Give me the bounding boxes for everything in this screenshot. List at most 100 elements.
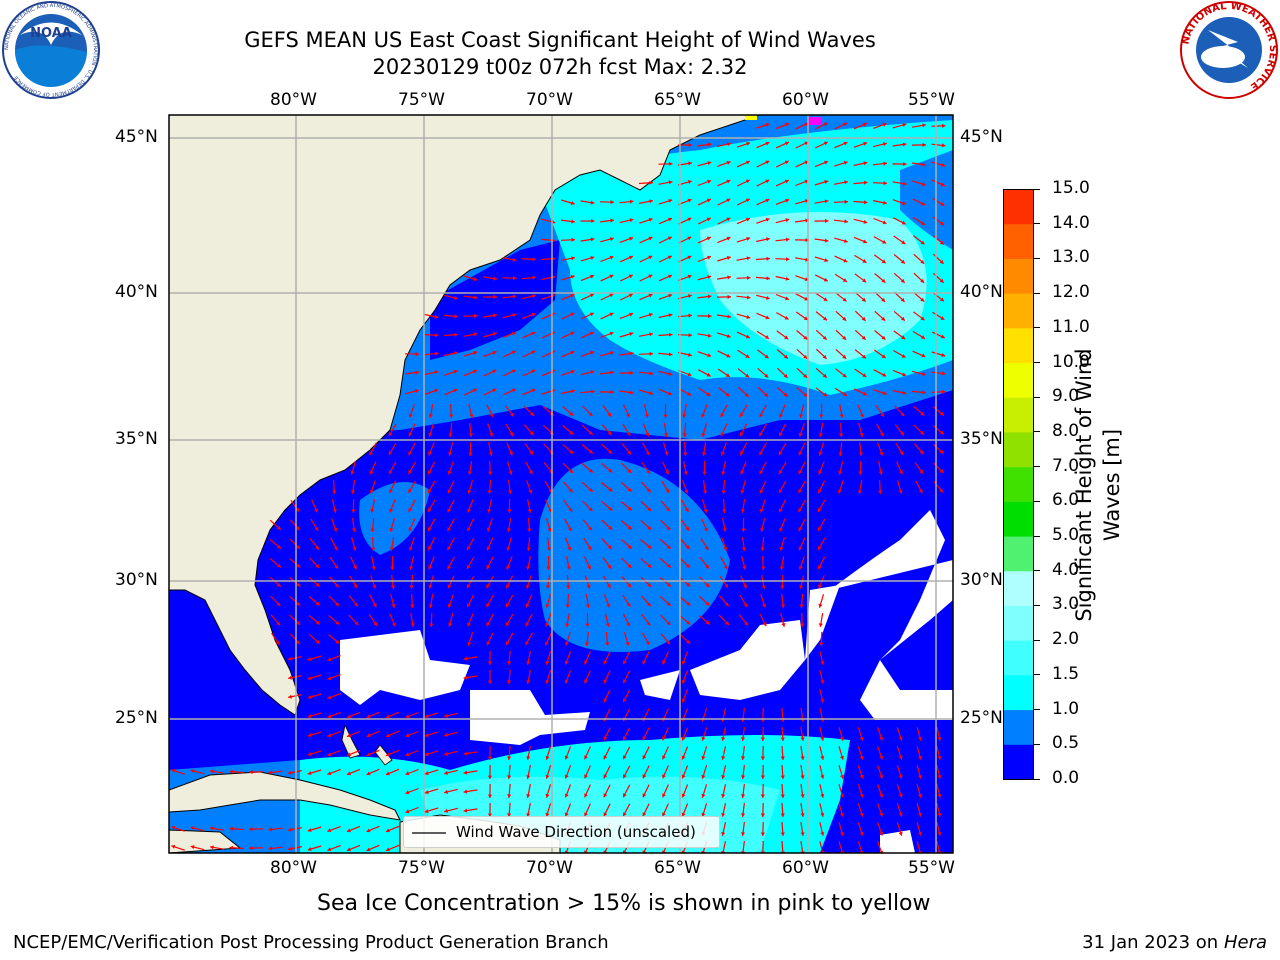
wind-arrow-head: [879, 831, 884, 836]
wind-arrow-head: [334, 583, 339, 588]
wind-arrow-head: [315, 639, 320, 644]
wind-arrow-head: [590, 389, 595, 394]
wind-arrow-head: [780, 832, 785, 836]
wind-arrow-head: [687, 391, 692, 396]
wind-arrow-head: [350, 470, 355, 475]
wind-arrow-head: [370, 528, 375, 532]
wind-arrow-head: [546, 566, 551, 570]
wind-arrow-head: [723, 565, 728, 570]
wind-arrow-head: [623, 774, 627, 779]
wind-arrow-head: [588, 468, 593, 473]
wind-arrow-head: [721, 737, 726, 741]
wind-arrow-head: [921, 371, 926, 376]
colorbar-segment: [1003, 362, 1034, 398]
wind-arrow-head: [434, 388, 439, 393]
wind-arrow-head: [570, 350, 575, 355]
wind-arrow-head: [587, 545, 592, 550]
wind-arrow-head: [608, 506, 613, 511]
wind-arrow-head: [820, 680, 825, 684]
wind-arrow-head: [706, 217, 711, 222]
wind-arrow-head: [822, 335, 827, 340]
wind-arrow-head: [389, 547, 394, 551]
wind-arrow-head: [626, 413, 630, 418]
wind-arrow-head: [759, 432, 763, 437]
wind-arrow-head: [473, 351, 478, 355]
wind-arrow-head: [288, 770, 292, 775]
wind-arrow-head: [726, 256, 731, 260]
wind-arrow-head: [937, 832, 942, 836]
wind-arrow-head: [920, 411, 925, 416]
wind-arrow-head: [551, 256, 556, 261]
wind-arrow-head: [296, 620, 301, 625]
wind-arrow-head: [740, 509, 745, 513]
wind-arrow-head: [547, 547, 551, 551]
wind-arrow-head: [564, 755, 569, 760]
wind-arrow-head: [740, 470, 745, 475]
wind-arrow-head: [818, 565, 822, 570]
wind-arrow-head: [565, 623, 570, 627]
wind-arrow-head: [352, 546, 357, 551]
wind-arrow-head: [857, 490, 862, 494]
wind-arrow-head: [742, 565, 747, 570]
wind-arrow-head: [314, 526, 319, 531]
wind-arrow-head: [434, 351, 439, 356]
wind-arrow-head: [722, 509, 727, 513]
colorbar-tick-label: 7.0: [1052, 455, 1080, 476]
wind-arrow-head: [486, 546, 491, 551]
wind-arrow-head: [276, 602, 281, 606]
wind-arrow-head: [819, 642, 824, 646]
wind-arrow-head: [780, 585, 785, 589]
wind-arrow-head: [662, 755, 666, 760]
wind-arrow-head: [386, 733, 390, 738]
wind-arrow-head: [760, 775, 765, 779]
wind-arrow-head: [727, 275, 731, 280]
wind-arrow-head: [531, 388, 536, 393]
wind-arrow-head: [335, 639, 340, 644]
wind-arrow-head: [307, 657, 312, 661]
wind-arrow-head: [506, 584, 510, 589]
wind-arrow-head: [190, 769, 195, 774]
wind-arrow-head: [587, 565, 591, 570]
wind-arrow-head: [468, 452, 473, 456]
colorbar-tick-label: 10.0: [1052, 351, 1090, 372]
wind-arrow-head: [466, 565, 471, 569]
wind-arrow-head: [372, 584, 377, 589]
wind-arrow-head: [469, 413, 474, 418]
wind-arrow-head: [472, 388, 477, 393]
wind-arrow-head: [648, 236, 653, 241]
wind-arrow-head: [564, 679, 569, 684]
wind-arrow-head: [708, 314, 712, 319]
wind-arrow-head: [590, 370, 595, 375]
wind-arrow-head: [275, 640, 280, 645]
wind-arrow-head: [922, 142, 926, 147]
wind-arrow-head: [687, 372, 692, 377]
wind-arrow-head: [623, 755, 627, 760]
wind-arrow-head: [900, 259, 905, 264]
wind-arrow-head: [366, 714, 371, 719]
wind-arrow-head: [607, 584, 611, 589]
wind-arrow-head: [327, 695, 332, 700]
wind-arrow-head: [645, 451, 650, 456]
wind-arrow-head: [525, 622, 530, 627]
wind-arrow-head: [447, 508, 452, 513]
wind-arrow-head: [706, 198, 711, 203]
wind-arrow-head: [881, 335, 886, 340]
wind-arrow-head: [820, 832, 825, 836]
wind-arrow-head: [764, 373, 769, 378]
wind-arrow-head: [444, 789, 448, 794]
wind-arrow-head: [665, 488, 670, 493]
wind-arrow-head: [765, 141, 770, 146]
wind-arrow-head: [800, 775, 805, 779]
wind-arrow-head: [823, 316, 827, 321]
wind-arrow-head: [190, 826, 195, 831]
wind-arrow-head: [702, 471, 707, 475]
colorbar-tick-mark: [1034, 327, 1040, 329]
wind-arrow-head: [668, 313, 673, 318]
wind-arrow-head: [921, 182, 926, 186]
wind-arrow-head: [704, 527, 708, 532]
wind-arrow-head: [586, 604, 591, 608]
wind-arrow-head: [327, 752, 332, 757]
lat-label-right-45n: 45°N: [960, 127, 1003, 147]
wind-arrow-head: [610, 370, 614, 375]
wind-arrow-head: [410, 623, 415, 627]
